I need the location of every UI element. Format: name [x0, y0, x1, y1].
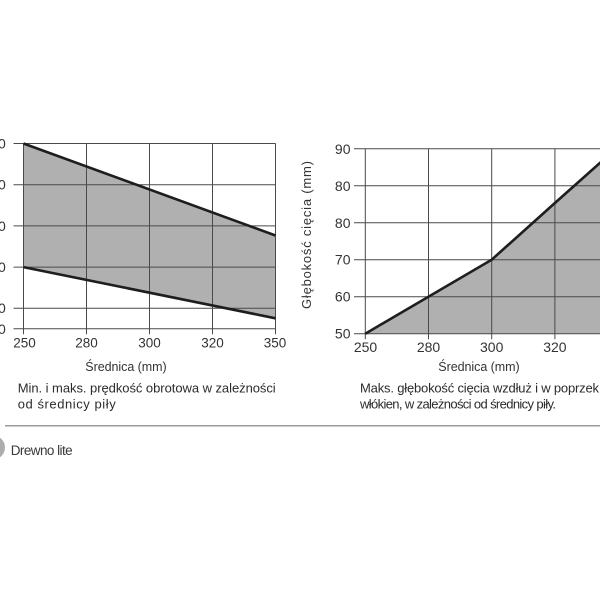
svg-text:250: 250 — [354, 339, 378, 355]
svg-text:80: 80 — [335, 215, 351, 231]
svg-text:Maks. głębokość cięcia wzdłuż: Maks. głębokość cięcia wzdłuż i w poprze… — [360, 381, 600, 396]
svg-text:80: 80 — [335, 178, 351, 194]
svg-text:0: 0 — [0, 177, 6, 193]
svg-text:Drewno lite: Drewno lite — [11, 443, 73, 458]
svg-text:50: 50 — [335, 326, 351, 342]
svg-text:Średnica (mm): Średnica (mm) — [438, 359, 519, 374]
svg-text:320: 320 — [543, 339, 567, 355]
svg-text:0: 0 — [0, 321, 6, 337]
svg-text:250: 250 — [13, 336, 36, 351]
svg-text:60: 60 — [335, 289, 351, 305]
svg-text:300: 300 — [480, 339, 504, 355]
svg-text:Średnica (mm): Średnica (mm) — [85, 359, 166, 374]
svg-text:0: 0 — [0, 136, 6, 152]
svg-text:90: 90 — [335, 141, 351, 157]
svg-text:0: 0 — [0, 300, 6, 316]
svg-text:włókien, w zależności od średn: włókien, w zależności od średnicy piły. — [359, 397, 556, 412]
svg-text:280: 280 — [75, 336, 98, 351]
svg-text:0: 0 — [0, 259, 6, 275]
svg-text:280: 280 — [417, 339, 441, 355]
svg-text:300: 300 — [138, 336, 161, 351]
svg-text:0: 0 — [0, 218, 6, 234]
svg-text:350: 350 — [264, 336, 287, 351]
svg-text:Min. i maks. prędkość obrotowa: Min. i maks. prędkość obrotowa w zależno… — [18, 381, 276, 396]
svg-text:320: 320 — [201, 336, 224, 351]
svg-text:Głębokość cięcia (mm): Głębokość cięcia (mm) — [299, 161, 314, 309]
svg-text:od średnicy piły: od średnicy piły — [18, 397, 117, 412]
svg-text:70: 70 — [335, 252, 351, 268]
